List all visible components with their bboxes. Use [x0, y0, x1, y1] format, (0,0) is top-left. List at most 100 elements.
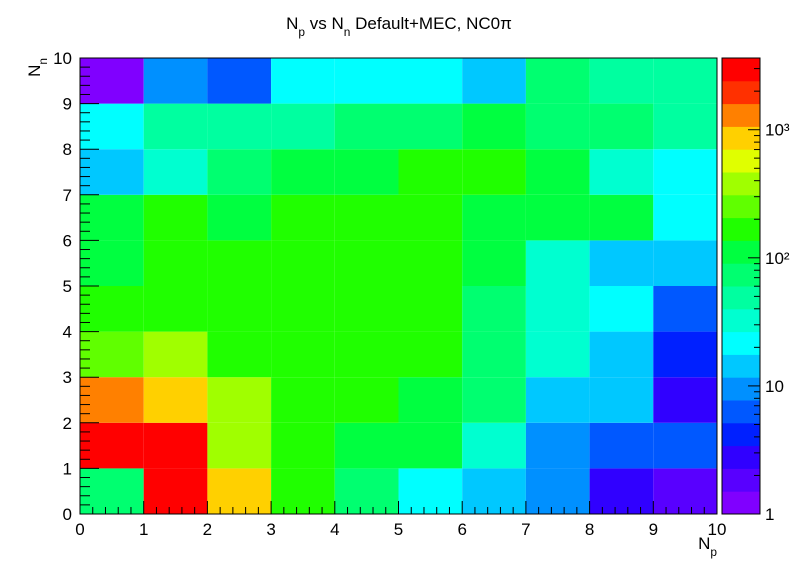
x-tick-label: 1 — [139, 520, 148, 539]
cell — [589, 468, 654, 514]
x-tick-label: 2 — [203, 520, 212, 539]
cell — [334, 286, 399, 332]
colorbar-band — [722, 263, 760, 287]
cell — [271, 286, 335, 332]
cell — [143, 286, 208, 332]
cell — [80, 58, 144, 104]
cell — [143, 331, 208, 378]
cell — [525, 103, 590, 150]
cell — [462, 58, 526, 104]
cell — [525, 240, 590, 286]
z-tick-label: 10³ — [765, 121, 790, 140]
cell — [143, 468, 208, 514]
cell — [398, 149, 463, 195]
cell — [653, 103, 717, 150]
cell — [334, 331, 399, 378]
colorbar-band — [722, 286, 760, 310]
y-axis-label-part: N — [25, 65, 44, 77]
cell — [589, 331, 654, 378]
cell — [462, 103, 526, 150]
y-tick-label: 3 — [63, 368, 72, 387]
cell — [80, 194, 144, 241]
colorbar-band — [722, 240, 760, 264]
cell — [207, 286, 272, 332]
cell — [271, 149, 335, 195]
cell — [653, 149, 717, 195]
cell — [334, 422, 399, 469]
cell — [589, 103, 654, 150]
y-tick-label: 8 — [63, 140, 72, 159]
x-tick-label: 5 — [394, 520, 403, 539]
cell — [80, 103, 144, 150]
x-tick-label: 7 — [521, 520, 530, 539]
cell — [334, 468, 399, 514]
cell — [525, 149, 590, 195]
cell — [398, 286, 463, 332]
colorbar-band — [722, 445, 760, 469]
cell — [80, 422, 144, 469]
y-axis-label-part: n — [36, 58, 50, 65]
x-tick-label: 8 — [585, 520, 594, 539]
cell — [80, 331, 144, 378]
cell — [653, 468, 717, 514]
colorbar-band — [722, 126, 760, 150]
cell — [334, 377, 399, 423]
cell — [398, 422, 463, 469]
cell — [143, 194, 208, 241]
cell — [207, 468, 272, 514]
cell — [653, 58, 717, 104]
cell — [143, 240, 208, 286]
cell — [271, 103, 335, 150]
cell — [398, 103, 463, 150]
colorbar-band — [722, 80, 760, 105]
colorbar-band — [722, 194, 760, 219]
x-axis-label: Np — [698, 534, 717, 559]
cell — [398, 240, 463, 286]
cell — [525, 422, 590, 469]
cell — [525, 331, 590, 378]
cell — [271, 194, 335, 241]
chart-title-part: p — [298, 25, 305, 39]
colorbar-band — [722, 217, 760, 241]
cell — [462, 149, 526, 195]
cell — [207, 377, 272, 423]
colorbar-band — [722, 308, 760, 333]
y-tick-label: 4 — [63, 323, 72, 342]
cell — [271, 377, 335, 423]
cell — [143, 422, 208, 469]
cell — [462, 468, 526, 514]
cell — [143, 58, 208, 104]
colorbar-band — [722, 58, 760, 82]
cell — [653, 377, 717, 423]
cell — [398, 468, 463, 514]
colorbar-band — [722, 491, 760, 515]
cell — [207, 194, 272, 241]
x-axis-label-part: N — [698, 534, 710, 553]
cell — [207, 103, 272, 150]
cell — [80, 286, 144, 332]
cell — [398, 331, 463, 378]
y-tick-label: 10 — [53, 49, 72, 68]
y-tick-label: 5 — [63, 277, 72, 296]
cell — [653, 240, 717, 286]
y-tick-label: 6 — [63, 231, 72, 250]
cell — [653, 194, 717, 241]
chart-title-part: N — [286, 14, 298, 33]
cell — [271, 240, 335, 286]
cell — [525, 286, 590, 332]
z-tick-label: 1 — [765, 505, 774, 524]
chart-title-part: n — [344, 25, 351, 39]
colorbar-band — [722, 377, 760, 401]
cell — [589, 240, 654, 286]
cell — [462, 194, 526, 241]
cell — [589, 58, 654, 104]
cell — [207, 58, 272, 104]
cell — [334, 149, 399, 195]
cell — [525, 377, 590, 423]
cell — [143, 103, 208, 150]
x-tick-label: 4 — [330, 520, 339, 539]
chart-title: Np vs Nn Default+MEC, NC0π — [286, 14, 512, 39]
cell — [589, 194, 654, 241]
x-tick-label: 3 — [266, 520, 275, 539]
